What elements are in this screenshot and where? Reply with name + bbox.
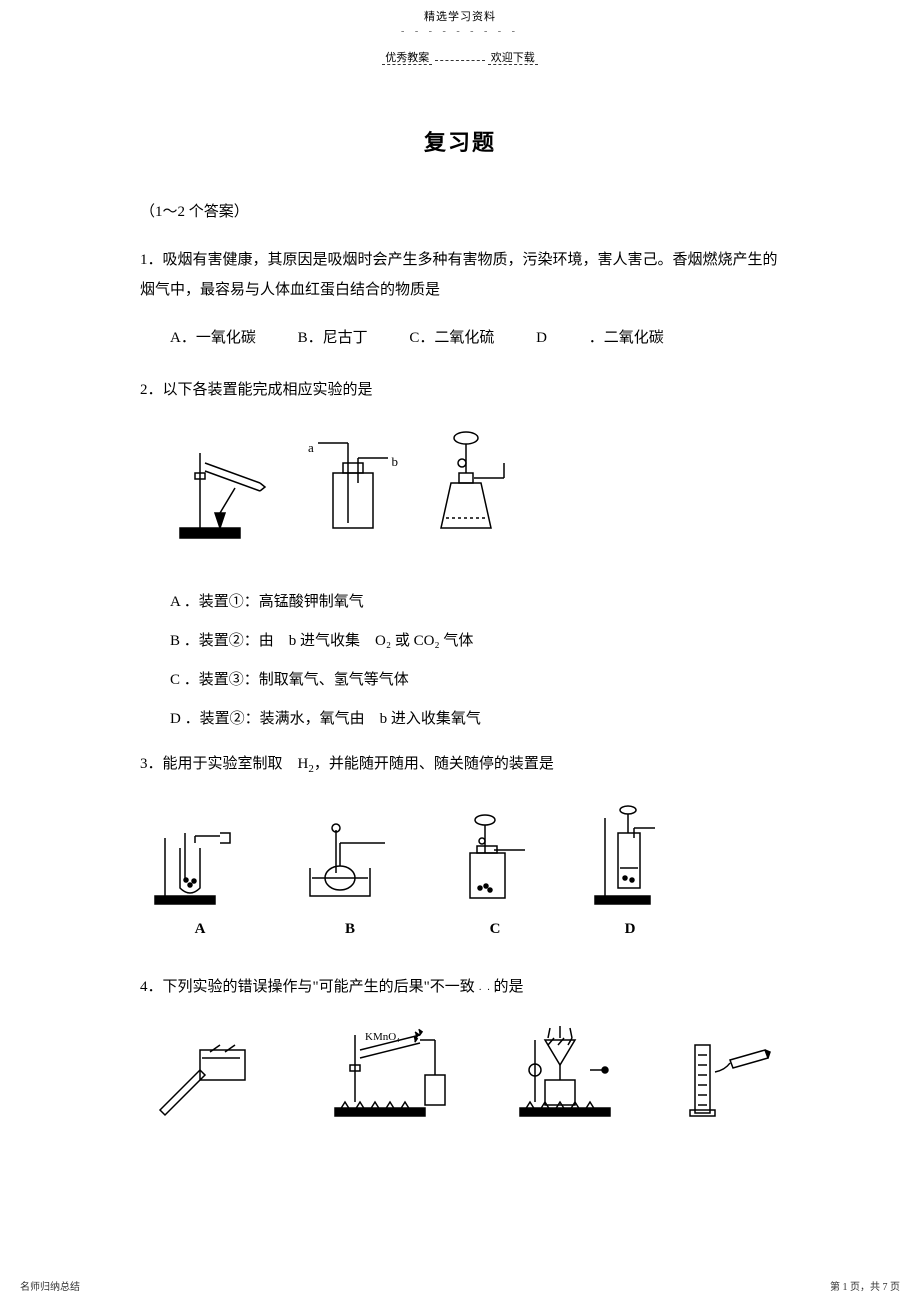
q3-diagrams: A B (140, 798, 780, 944)
q2-label-b: b (392, 449, 399, 475)
q2-diagram-1 (170, 433, 280, 543)
q3-label-a: A (150, 914, 250, 944)
q3-diagram-b: B (300, 818, 400, 944)
q1-opt-a: A．一氧化碳 (170, 330, 256, 346)
q2-diagram-2: a b (308, 433, 398, 543)
q1-opt-d-prefix: D (536, 330, 547, 346)
header-left: 优秀教案 (382, 52, 432, 65)
header-top-text: 精选学习资料 (0, 0, 920, 24)
q1-opt-b: B．尼古丁 (298, 330, 368, 346)
page-title: 复习题 (0, 125, 920, 157)
q3-suffix: ，并能随开随用、随关随停的装置是 (314, 756, 554, 772)
q2-diagram-3 (426, 423, 516, 543)
q3-text: 3．能用于实验室制取 H2，并能随开随用、随关随停的装置是 (140, 749, 780, 780)
q2-text: 2．以下各装置能完成相应实验的是 (140, 375, 780, 405)
q3-prefix: 3．能用于实验室制取 H (140, 756, 308, 772)
q2-label-a: a (308, 435, 314, 461)
q2-opt-c: C ．装置③：制取氧气、氢气等气体 (170, 661, 780, 700)
q1-options: A．一氧化碳 B．尼古丁 C．二氧化硫 D ．二氧化碳 (140, 323, 780, 353)
q2-diagrams: a b (140, 423, 780, 543)
q3-label-c: C (450, 914, 540, 944)
q3-diagram-a: A (150, 818, 250, 944)
header-right: 欢迎下载 (488, 52, 538, 65)
q4-prefix: 4．下列实验的错误操作与"可能产生的后果"不一致 (140, 979, 475, 995)
q4-diagram-2: KMnO₄ (320, 1020, 450, 1120)
q1-opt-d-text: ．二氧化碳 (589, 330, 664, 346)
footer-left: 名师归纳总结 (20, 1278, 80, 1293)
q2-opt-b: B ．装置②：由 b 进气收集 O₂ 或 CO₂ 气体 (170, 622, 780, 661)
q3-diagram-c: C (450, 808, 540, 944)
footer-right: 第 1 页，共 7 页 (830, 1278, 900, 1293)
q2-opt-a: A ．装置①：高锰酸钾制氧气 (170, 583, 780, 622)
q4-text: 4．下列实验的错误操作与"可能产生的后果"不一致 ··· 的是 (140, 972, 780, 1002)
q2-options: A ．装置①：高锰酸钾制氧气 B ．装置②：由 b 进气收集 O₂ 或 CO₂ … (140, 583, 780, 739)
header-sub: 优秀教案 欢迎下载 (0, 49, 920, 65)
q3-diagram-d: D (590, 798, 670, 944)
q4-diagram-3 (510, 1020, 620, 1120)
q4-kmno4-label: KMnO₄ (365, 1026, 400, 1048)
q4-emph: ··· (479, 979, 490, 996)
q1-text: 1．吸烟有害健康，其原因是吸烟时会产生多种有害物质，污染环境，害人害己。香烟燃烧… (140, 245, 780, 305)
q2-opt-d: D ．装置②：装满水，氧气由 b 进入收集氧气 (170, 700, 780, 739)
q3-label-b: B (300, 914, 400, 944)
q4-diagram-1 (150, 1030, 260, 1120)
q3-label-d: D (590, 914, 670, 944)
q1-opt-c: C．二氧化硫 (409, 330, 494, 346)
header-dots: - - - - - - - - - (0, 26, 920, 37)
answer-count-note: （1～2 个答案） (140, 197, 780, 227)
q4-diagram-4 (680, 1030, 780, 1120)
header-dash (435, 60, 485, 61)
q4-diagrams: KMnO₄ (140, 1020, 780, 1120)
content-area: （1～2 个答案） 1．吸烟有害健康，其原因是吸烟时会产生多种有害物质，污染环境… (0, 197, 920, 1120)
